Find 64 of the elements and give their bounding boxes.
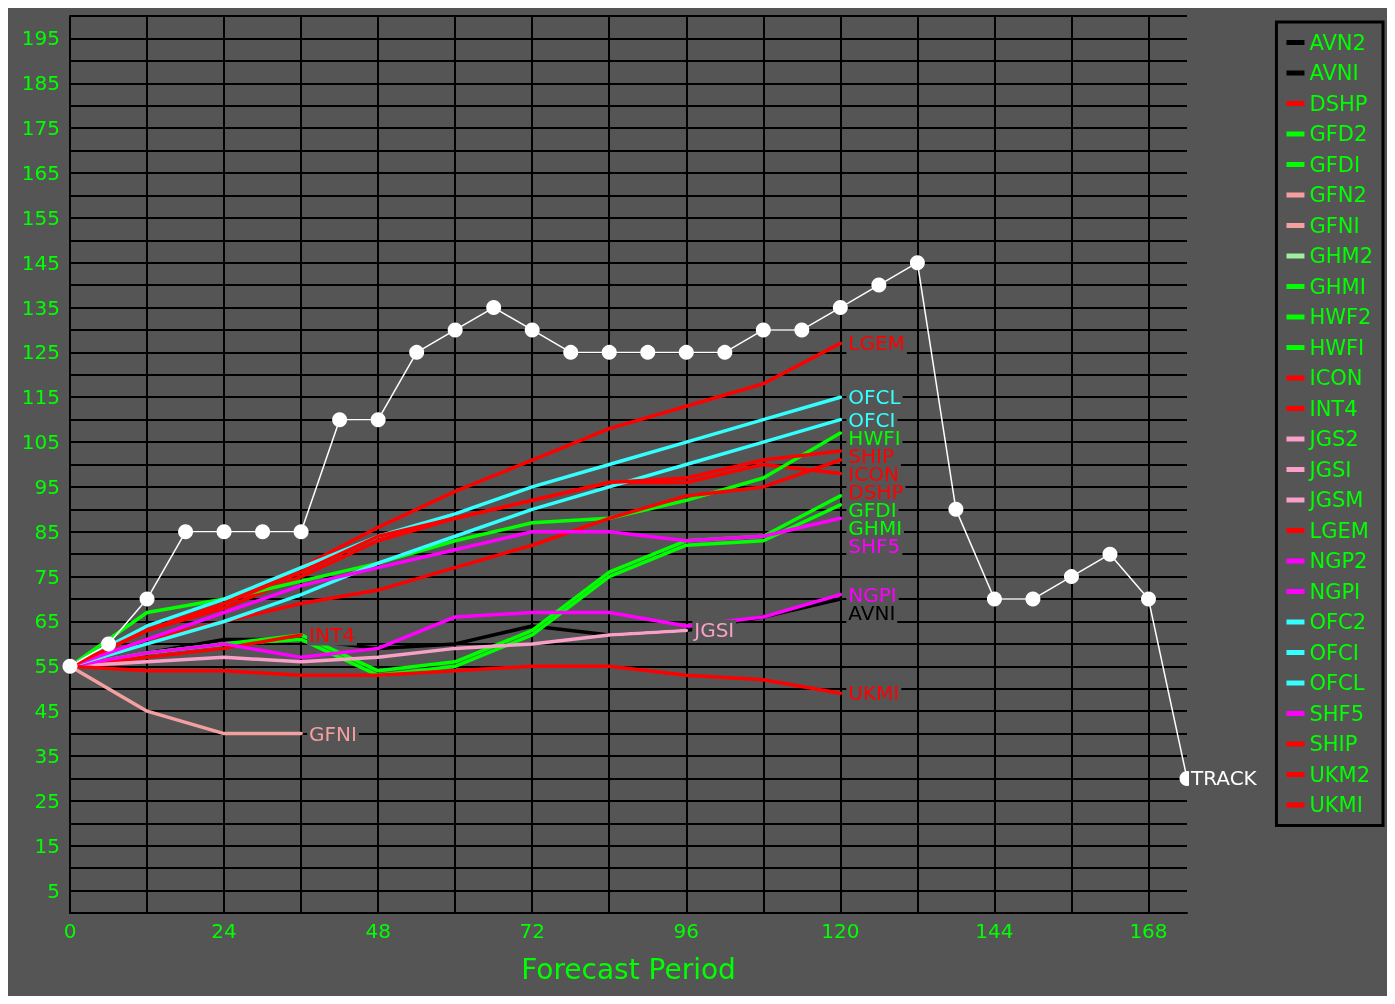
- y-tick-label: 115: [21, 385, 60, 410]
- legend-label: OFC2: [1309, 610, 1367, 634]
- y-tick-label: 165: [21, 160, 60, 185]
- legend-label: UKMI: [1309, 793, 1363, 817]
- y-tick-label: 155: [21, 205, 60, 230]
- legend-label: LGEM: [1309, 518, 1369, 543]
- text: OFCL: [848, 385, 901, 410]
- x-tick-label: 0: [63, 919, 77, 943]
- legend-label: NGP2: [1309, 549, 1368, 573]
- y-tick-label: 55: [34, 654, 60, 679]
- y-tick-label: 95: [34, 474, 60, 499]
- x-tick-label: 48: [365, 919, 391, 943]
- y-tick-label: 15: [34, 833, 60, 858]
- y-tick-label: 35: [34, 744, 60, 769]
- legend-label: AVN2: [1309, 30, 1366, 55]
- legend-label: HWFI: [1309, 335, 1365, 360]
- y-tick-label: 45: [34, 699, 60, 724]
- legend-label: GFN2: [1309, 183, 1367, 207]
- y-tick-label: 145: [21, 250, 60, 275]
- text: UKMI: [848, 681, 900, 706]
- legend-label: HWF2: [1309, 305, 1372, 329]
- text: LGEM: [848, 331, 905, 356]
- y-tick-label: 125: [21, 340, 60, 365]
- legend-label: AVNI: [1309, 61, 1359, 85]
- y-tick-label: 185: [21, 71, 60, 96]
- legend-label: GFDI: [1309, 152, 1361, 177]
- x-tick-label: 24: [211, 919, 237, 943]
- legend-label: OFCI: [1309, 640, 1359, 665]
- text: OFCI: [848, 407, 896, 432]
- x-tick-label: 144: [975, 919, 1014, 943]
- x-tick-label: 120: [821, 919, 860, 943]
- legend-label: DSHP: [1309, 91, 1368, 116]
- y-tick-label: 85: [34, 519, 60, 544]
- y-tick-label: 75: [34, 564, 60, 589]
- y-tick-label: 65: [34, 609, 60, 634]
- y-tick-label: 195: [21, 26, 60, 51]
- y-tick-label: 25: [34, 788, 60, 813]
- legend-label: JGSM: [1307, 488, 1364, 512]
- y-tick-label: 135: [21, 295, 60, 320]
- legend-label: SHF5: [1309, 701, 1365, 726]
- legend-label: GFNI: [1309, 213, 1360, 238]
- y-tick-label: 105: [21, 430, 60, 455]
- legend-label: SHIP: [1309, 732, 1358, 756]
- text: INT4: [309, 622, 355, 647]
- legend-label: GFD2: [1309, 122, 1368, 146]
- x-tick-label: 96: [673, 919, 699, 943]
- legend-label: ICON: [1309, 366, 1363, 390]
- legend-label: OFCL: [1309, 671, 1365, 695]
- legend-label: GHM2: [1309, 244, 1373, 268]
- text: GFNI: [309, 721, 357, 746]
- legend-label: GHMI: [1309, 274, 1366, 299]
- y-tick-label: 5: [47, 878, 60, 903]
- series-label: TRACK: [1190, 766, 1258, 791]
- text: JGSI: [694, 618, 735, 643]
- legend-label: UKM2: [1309, 762, 1371, 787]
- x-axis-title: Forecast Period: [521, 952, 736, 986]
- x-tick-label: 72: [519, 919, 545, 943]
- x-tick-label: 168: [1129, 919, 1168, 943]
- text: NGPI: [848, 582, 897, 607]
- legend-label: JGSI: [1307, 457, 1352, 482]
- legend-label: JGS2: [1307, 427, 1359, 451]
- legend-label: NGPI: [1309, 579, 1361, 604]
- y-tick-label: 175: [21, 116, 60, 141]
- legend-label: INT4: [1309, 396, 1358, 421]
